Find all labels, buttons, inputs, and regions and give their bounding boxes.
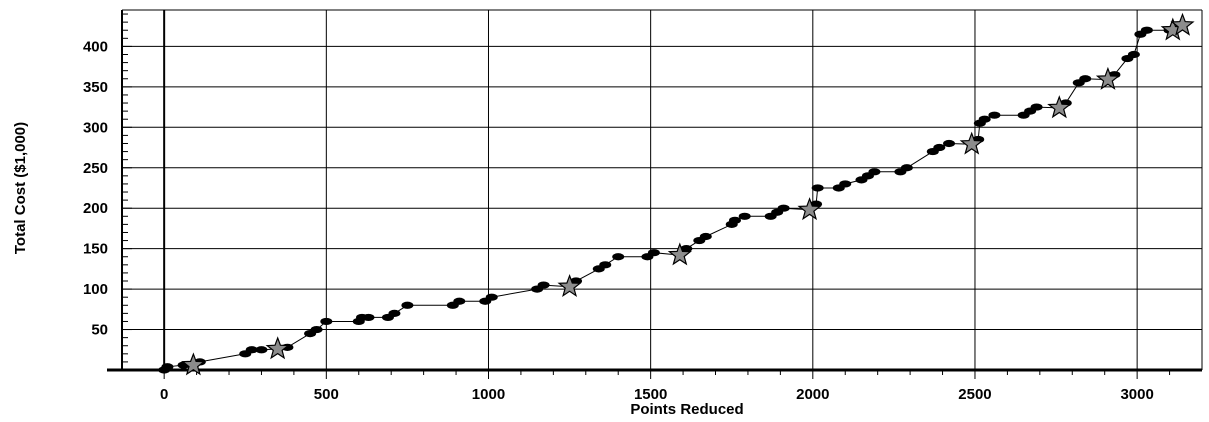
data-point bbox=[728, 216, 741, 224]
data-point bbox=[485, 293, 498, 301]
star-point bbox=[959, 131, 984, 155]
x-axis-title: Points Reduced bbox=[630, 401, 743, 418]
data-point bbox=[537, 281, 550, 289]
data-point bbox=[320, 317, 333, 326]
x-tick-label: 1000 bbox=[472, 386, 505, 403]
data-point bbox=[599, 261, 612, 269]
y-tick-label: 300 bbox=[83, 119, 108, 136]
data-point bbox=[1127, 50, 1140, 59]
star-point bbox=[1095, 66, 1121, 90]
data-point bbox=[738, 212, 751, 220]
data-point bbox=[612, 253, 625, 261]
star-point bbox=[797, 197, 822, 221]
x-tick-label: 1500 bbox=[634, 386, 667, 403]
data-point bbox=[388, 309, 401, 317]
y-tick-label: 200 bbox=[83, 200, 108, 217]
data-point bbox=[1030, 103, 1043, 111]
data-point bbox=[453, 297, 466, 305]
y-tick-label: 50 bbox=[91, 322, 108, 339]
label-layer: 0 500 1000 1500 2000 2500 3000 50 100 150 200 250 30… bbox=[83, 38, 1154, 403]
y-tick-label: 100 bbox=[83, 281, 108, 298]
star-point bbox=[181, 352, 206, 376]
star-point bbox=[1047, 95, 1072, 119]
y-tick-label: 350 bbox=[83, 79, 108, 96]
data-point bbox=[900, 164, 913, 172]
x-tick-label: 500 bbox=[314, 386, 339, 403]
data-point bbox=[647, 249, 660, 257]
data-point bbox=[255, 346, 268, 354]
data-point bbox=[680, 245, 693, 253]
star-point bbox=[1170, 12, 1195, 36]
y-axis-title: Total Cost ($1,000) bbox=[12, 122, 29, 254]
y-tick-label: 400 bbox=[83, 38, 108, 55]
series-line bbox=[163, 24, 1183, 371]
line-layer bbox=[163, 24, 1183, 371]
axis-layer bbox=[107, 10, 1202, 379]
y-tick-label: 250 bbox=[83, 160, 108, 177]
data-point bbox=[868, 168, 881, 176]
star-point bbox=[667, 242, 692, 266]
data-point bbox=[839, 180, 852, 188]
data-point bbox=[161, 363, 174, 371]
data-point bbox=[933, 143, 946, 152]
data-point bbox=[401, 301, 414, 309]
data-point bbox=[1079, 75, 1092, 83]
data-point bbox=[1140, 26, 1153, 34]
data-point bbox=[699, 232, 712, 241]
x-tick-label: 3000 bbox=[1120, 386, 1153, 403]
grid-layer bbox=[122, 9, 1203, 370]
y-tick-label: 150 bbox=[83, 241, 108, 258]
x-tick-label: 2000 bbox=[796, 386, 829, 403]
data-point bbox=[245, 346, 258, 354]
x-tick-label: 2500 bbox=[958, 386, 991, 403]
star-point bbox=[557, 273, 582, 298]
data-point bbox=[310, 325, 323, 334]
star-point bbox=[265, 336, 290, 360]
data-point bbox=[811, 184, 824, 192]
data-point bbox=[777, 204, 790, 212]
data-point bbox=[988, 111, 1001, 119]
data-point bbox=[362, 313, 375, 322]
data-point bbox=[943, 139, 956, 148]
x-tick-label: 0 bbox=[160, 386, 168, 403]
data-point bbox=[978, 115, 991, 123]
marker-layer bbox=[158, 12, 1195, 376]
